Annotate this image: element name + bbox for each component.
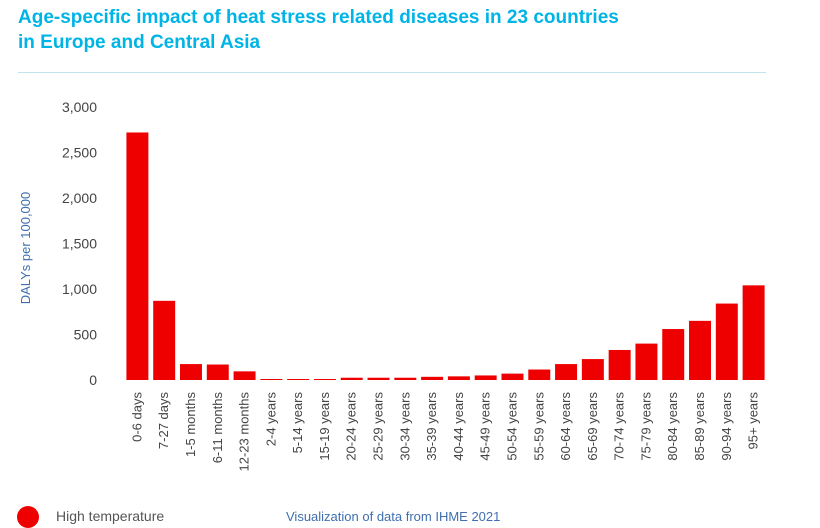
x-tick-label: 25-29 years [371, 392, 386, 461]
bar-90-94-years [715, 303, 738, 380]
bars [126, 132, 765, 380]
y-axis-label: DALYs per 100,000 [18, 192, 33, 305]
x-tick-label: 5-14 years [290, 392, 305, 454]
bar-75-79-years [635, 343, 658, 380]
x-tick-label: 85-89 years [692, 392, 707, 461]
bar-70-74-years [608, 349, 631, 380]
x-tick-label: 50-54 years [504, 392, 519, 461]
source-note: Visualization of data from IHME 2021 [286, 509, 501, 524]
x-tick-label: 95+ years [746, 392, 761, 450]
y-tick-label: 3,000 [62, 99, 97, 115]
legend-label-high-temperature: High temperature [56, 508, 165, 524]
y-tick-label: 1,500 [62, 236, 97, 252]
bar-85-89-years [689, 320, 712, 380]
bar-15-19-years [313, 379, 336, 380]
bar-20-24-years [340, 377, 363, 380]
bar-45-49-years [474, 375, 497, 380]
x-tick-label: 45-49 years [478, 392, 493, 461]
x-tick-label: 70-74 years [612, 392, 627, 461]
bar-55-59-years [528, 369, 551, 380]
chart-title: Age-specific impact of heat stress relat… [18, 5, 798, 55]
title-divider [18, 72, 766, 73]
y-tick-label: 500 [74, 327, 98, 343]
chart-title-line-1: Age-specific impact of heat stress relat… [18, 7, 619, 28]
bar-6-11-months [206, 364, 229, 380]
x-tick-label: 75-79 years [638, 392, 653, 461]
chart-title-line-2: in Europe and Central Asia [18, 32, 261, 53]
bar-35-39-years [421, 376, 444, 380]
x-tick-label: 55-59 years [531, 392, 546, 461]
bar-chart: 0 500 1,000 1,500 2,000 2,500 3,000 0-6 days 7-… [18, 99, 765, 472]
y-tick-label: 1,000 [62, 281, 97, 297]
legend-swatch-high-temperature [17, 506, 39, 528]
x-tick-label: 90-94 years [719, 392, 734, 461]
x-tick-label: 80-84 years [665, 392, 680, 461]
y-tick-label: 0 [89, 372, 97, 388]
bar-5-14-years [287, 379, 310, 380]
x-axis: 0-6 days 7-27 days 1-5 months 6-11 months 12… [129, 392, 760, 472]
bar-7-27-days [153, 300, 176, 380]
x-tick-label: 20-24 years [344, 392, 359, 461]
bar-95plus-years [742, 285, 765, 380]
x-tick-label: 2-4 years [263, 392, 278, 447]
x-tick-label: 35-39 years [424, 392, 439, 461]
y-tick-label: 2,000 [62, 190, 97, 206]
x-tick-label: 12-23 months [237, 392, 252, 472]
x-tick-label: 60-64 years [558, 392, 573, 461]
x-tick-label: 6-11 months [210, 392, 225, 464]
bar-0-6-days [126, 132, 149, 380]
bar-12-23-months [233, 371, 256, 380]
bar-25-29-years [367, 377, 390, 380]
y-tick-label: 2,500 [62, 145, 97, 161]
y-axis: 0 500 1,000 1,500 2,000 2,500 3,000 [62, 99, 97, 388]
bar-60-64-years [555, 364, 578, 380]
bar-2-4-years [260, 379, 283, 380]
bar-65-69-years [581, 359, 604, 380]
bar-40-44-years [447, 376, 470, 380]
bar-50-54-years [501, 373, 524, 380]
x-tick-label: 7-27 days [156, 392, 171, 450]
bar-30-34-years [394, 377, 417, 380]
x-tick-label: 65-69 years [585, 392, 600, 461]
x-tick-label: 15-19 years [317, 392, 332, 461]
x-tick-label: 40-44 years [451, 392, 466, 461]
x-tick-label: 30-34 years [397, 392, 412, 461]
bar-1-5-months [179, 364, 202, 380]
bar-80-84-years [662, 329, 685, 380]
x-tick-label: 0-6 days [129, 392, 144, 442]
x-tick-label: 1-5 months [183, 392, 198, 458]
